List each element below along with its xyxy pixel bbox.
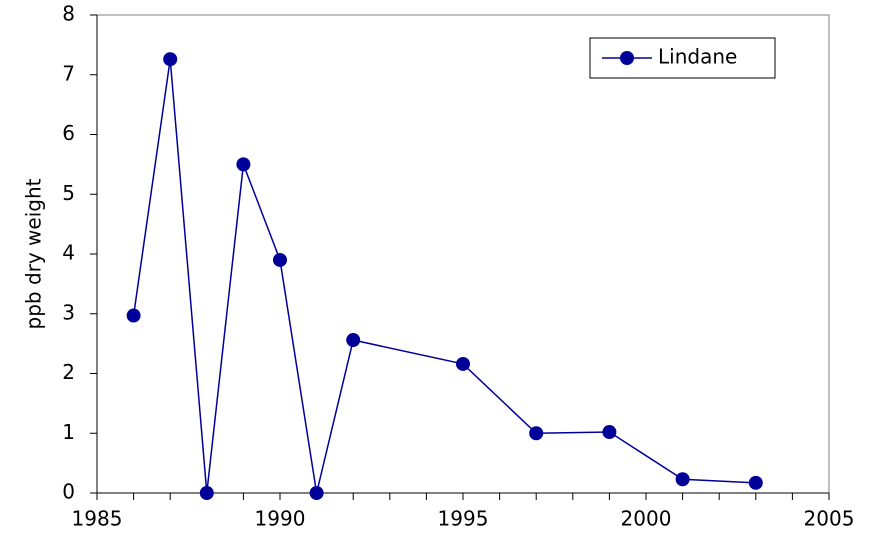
y-tick-label: 8 [62, 2, 75, 26]
x-tick-label: 2005 [804, 507, 855, 531]
x-tick-label: 2000 [621, 507, 672, 531]
data-point [309, 486, 324, 500]
y-tick-label: 7 [62, 61, 75, 85]
data-point [456, 356, 470, 371]
y-tick-label: 4 [62, 241, 75, 265]
series-line [132, 59, 756, 494]
x-tick-label: 1995 [438, 507, 489, 531]
data-point [748, 475, 763, 490]
legend-marker [620, 51, 634, 65]
data-point [602, 425, 617, 440]
y-tick-label: 3 [62, 300, 75, 324]
legend-label: Lindane [658, 45, 737, 69]
x-tick-label: 1990 [255, 507, 306, 531]
data-point [529, 426, 544, 441]
y-tick-label: 0 [62, 480, 75, 504]
y-tick-label: 5 [62, 181, 75, 205]
plot-frame [96, 14, 830, 494]
data-point [236, 157, 251, 172]
data-point [199, 486, 214, 500]
y-axis-label: ppb dry weight [22, 178, 46, 329]
x-tick-label: 1985 [72, 507, 123, 531]
data-point [126, 308, 141, 323]
data-point [163, 52, 178, 67]
data-point [675, 472, 690, 487]
data-point [273, 252, 287, 267]
y-tick-label: 1 [62, 420, 75, 444]
y-tick-label: 2 [62, 360, 75, 384]
data-point [346, 333, 361, 348]
y-tick-label: 6 [62, 121, 75, 145]
